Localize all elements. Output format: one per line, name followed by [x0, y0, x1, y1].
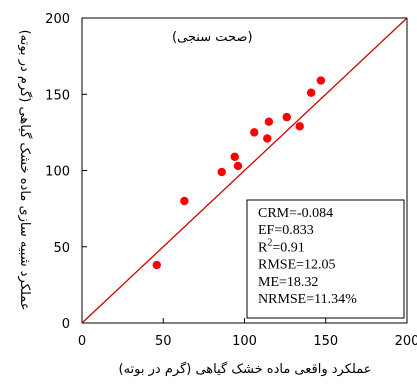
x-tick-label: 0: [78, 334, 86, 349]
data-point: [180, 196, 189, 206]
stat-nrmse: NRMSE=11.34%: [258, 292, 357, 307]
stat-r2: R2=0.91: [258, 237, 305, 255]
y-tick-label: 50: [53, 241, 70, 256]
x-axis-label: عملکرد واقعی ماده خشک گیاهی (گرم در بوته…: [119, 361, 372, 377]
x-tick-label: 50: [155, 334, 172, 349]
data-point: [263, 134, 272, 143]
stat-me: ME=18.32: [258, 275, 318, 290]
x-axis-ticks: 0 50 100 150 200: [78, 318, 417, 349]
x-tick-label: 150: [313, 334, 338, 349]
x-tick-label: 200: [395, 334, 417, 349]
y-axis-ticks: 0 50 100 150 200: [45, 12, 87, 332]
data-points: [152, 76, 326, 270]
data-point: [230, 152, 239, 161]
data-point: [152, 260, 161, 270]
y-tick-label: 100: [45, 165, 70, 180]
one-to-one-line: [81, 17, 408, 324]
stats-box: [246, 199, 405, 319]
y-tick-label: 0: [62, 317, 70, 332]
data-point: [217, 167, 226, 177]
y-tick-label: 150: [45, 88, 70, 103]
panel-label: (صحت سنجی): [172, 30, 253, 45]
y-tick-label: 200: [45, 12, 70, 27]
y-axis-label: عملکرد شبیه سازی ماده خشک گیاهی (گرم در …: [17, 30, 33, 311]
data-point: [306, 88, 316, 97]
data-point: [295, 122, 304, 131]
stat-ef: EF=0.833: [258, 223, 314, 238]
data-point: [264, 117, 274, 126]
data-point: [233, 161, 243, 171]
data-point: [316, 76, 326, 85]
data-point: [282, 112, 291, 122]
stat-rmse: RMSE=12.05: [258, 258, 336, 273]
x-tick-label: 100: [232, 334, 257, 349]
stat-crm: CRM=-0.084: [258, 206, 333, 221]
data-point: [250, 128, 259, 137]
